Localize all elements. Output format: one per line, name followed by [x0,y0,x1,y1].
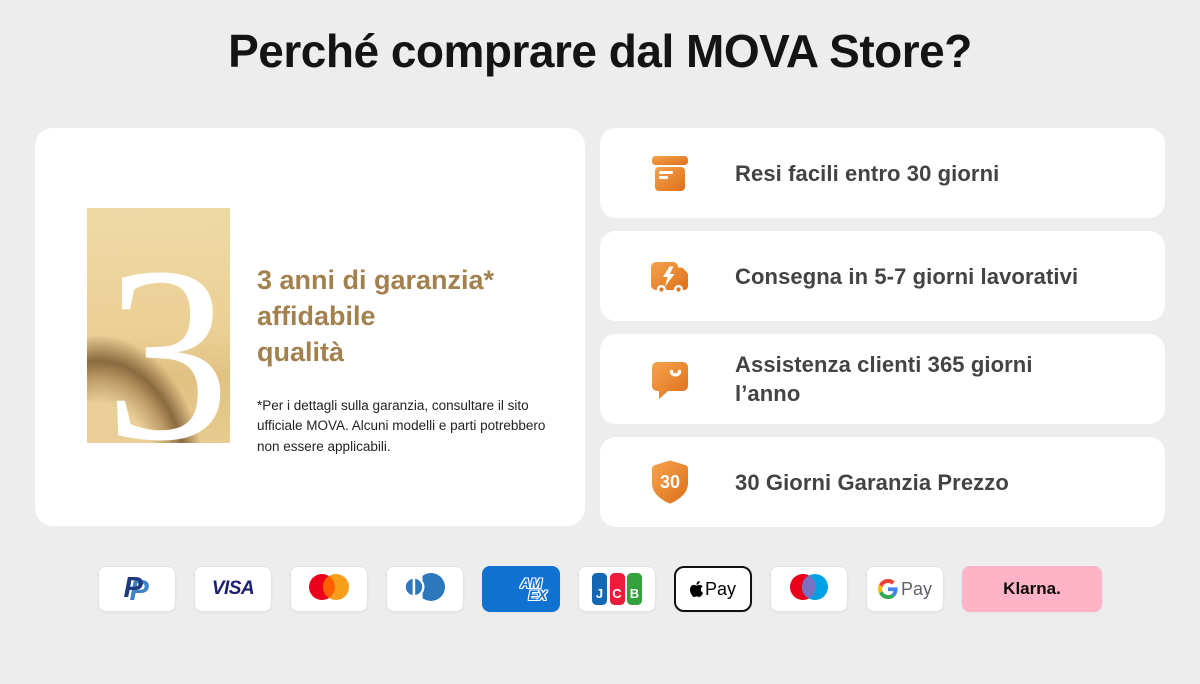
payment-klarna: Klarna. [962,566,1102,612]
benefit-card-price-guarantee: 30 30 Giorni Garanzia Prezzo [600,437,1165,527]
benefit-label: Consegna in 5-7 giorni lavorativi [735,263,1079,289]
paypal-logo-icon: P P [123,572,151,607]
warranty-heading: 3 anni di garanzia* affidabile qualità [257,265,495,367]
jcb-stripe-b: B [627,573,642,605]
maestro-logo-icon [789,573,829,605]
benefits-list: Resi facili entro 30 giorni Consegna in … [600,128,1165,527]
benefit-card-returns: Resi facili entro 30 giorni [600,128,1165,218]
benefit-label: Assistenza clienti 365 giorni l’anno [735,352,1033,406]
paypal-p-front: P [123,572,143,604]
google-pay-label: Pay [900,578,933,599]
payment-diners-club [386,566,464,612]
apple-pay-label: Pay [704,578,737,599]
benefit-label: 30 Giorni Garanzia Prezzo [735,469,1009,495]
payment-visa: VISA [194,566,272,612]
warranty-years-number: 3 [105,216,230,444]
benefit-card-delivery: Consegna in 5-7 giorni lavorativi [600,231,1165,321]
shield-badge-number: 30 [660,472,680,492]
warranty-card: 3 3 anni di garanzia* affidabile qualità… [35,128,585,526]
benefit-card-support: Assistenza clienti 365 giorni l’anno [600,334,1165,424]
klarna-logo: Klarna. [1003,579,1061,598]
payment-jcb: J C B [578,566,656,612]
payment-paypal: P P [98,566,176,612]
amex-logo: AM EX [483,575,559,603]
amex-line2: EX [528,587,547,603]
mastercard-logo-icon [307,573,351,606]
support-chat-icon [648,357,692,401]
google-g-logo-icon [877,579,898,599]
visa-logo: VISA [211,578,255,599]
paypal-p-back: P [129,575,149,607]
return-box-icon [648,151,692,195]
gold-3-years-graphic: 3 [87,208,230,443]
amex-line1: AM [520,575,542,591]
fast-delivery-truck-icon [648,254,692,298]
payment-google-pay: Pay [866,566,944,612]
benefit-label: Resi facili entro 30 giorni [735,160,1000,186]
payment-amex: AM EX [482,566,560,612]
payment-apple-pay: Pay [674,566,752,612]
payment-maestro [770,566,848,612]
jcb-stripe-c: C [609,573,625,605]
payment-methods-row: P P VISA [0,566,1200,612]
page-title: Perché comprare dal MOVA Store? [228,25,972,77]
jcb-logo-icon: J C B [592,573,642,605]
payment-mastercard [290,566,368,612]
price-guarantee-shield-icon: 30 [648,458,692,506]
warranty-disclaimer: *Per i dettagli sulla garanzia, consulta… [257,398,546,454]
diners-club-logo-icon [403,571,445,607]
jcb-stripe-j: J [592,573,607,605]
apple-logo-icon [689,581,703,597]
